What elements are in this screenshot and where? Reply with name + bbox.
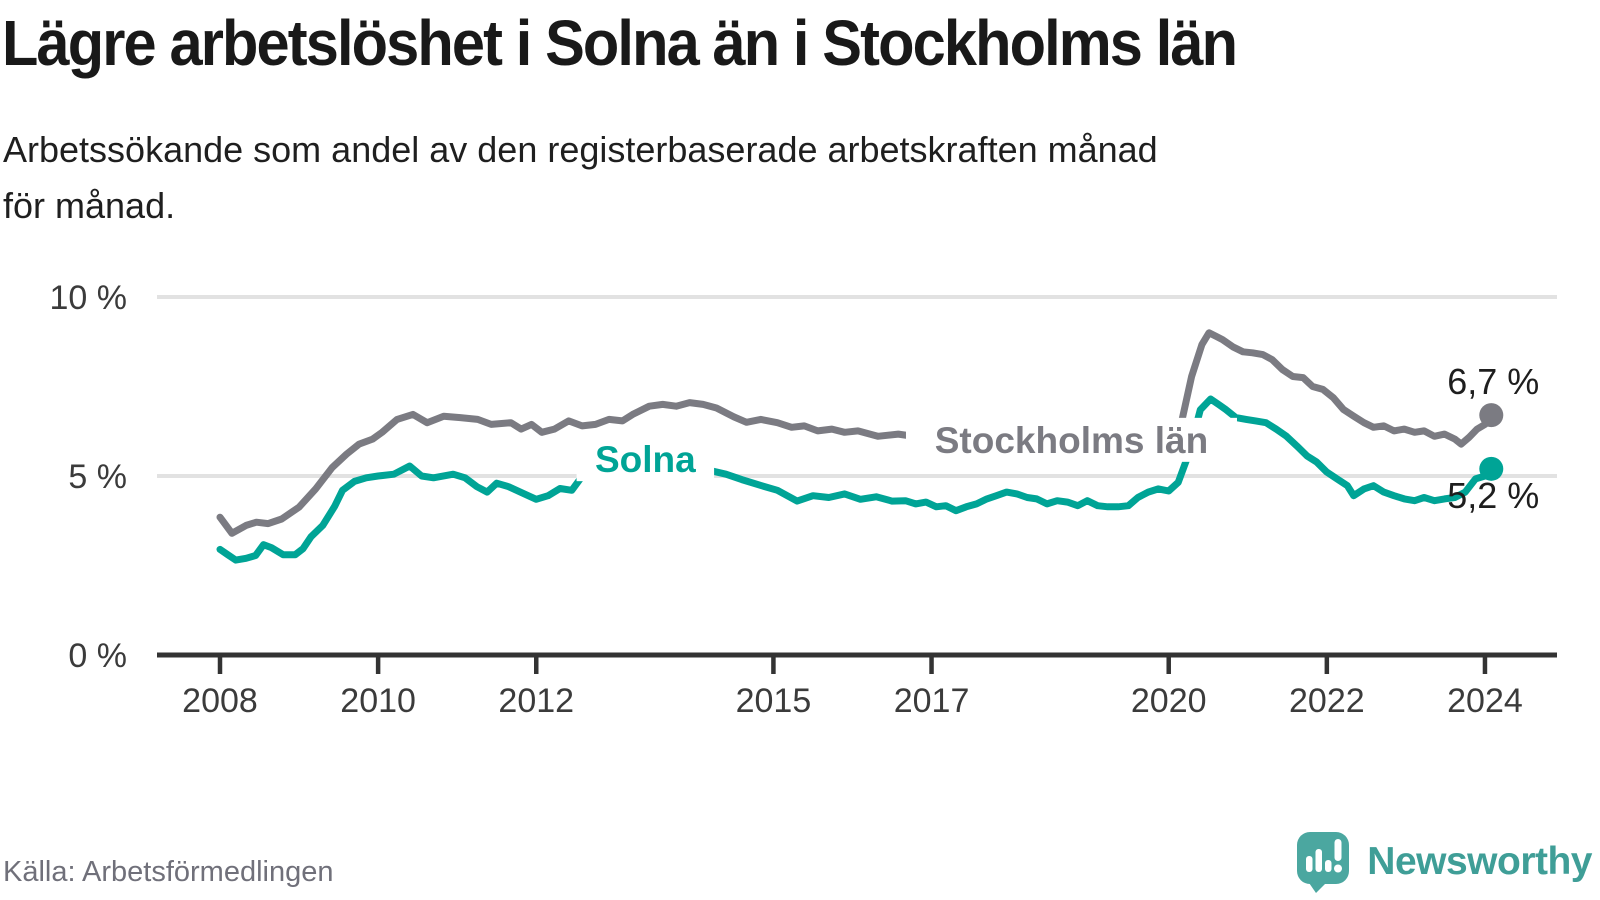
chart-subtitle: Arbetssökande som andel av den registerb… <box>3 122 1158 234</box>
x-tick-label-2012: 2012 <box>498 682 574 720</box>
end-value-label-stockholms-l-n: 6,7 % <box>1447 361 1539 402</box>
y-tick-label-0: 0 % <box>68 637 127 675</box>
x-tick-label-2022: 2022 <box>1289 682 1365 720</box>
end-dot-solna <box>1479 456 1504 481</box>
x-tick-label-2020: 2020 <box>1131 682 1207 720</box>
end-dot-stockholms-l-n <box>1479 403 1504 428</box>
y-tick-label-5: 5 % <box>68 458 127 496</box>
series-label-box-solna <box>576 437 715 482</box>
series-label-stockholms-l-n: Stockholms län <box>935 420 1208 461</box>
newsworthy-branding: Newsworthy <box>1295 830 1592 894</box>
chart-subtitle-line1: Arbetssökande som andel av den registerb… <box>3 129 1158 170</box>
y-tick-label-10: 10 % <box>50 279 128 317</box>
x-tick-label-2010: 2010 <box>340 682 416 720</box>
series-label-box-stockholms-l-n <box>905 417 1237 462</box>
x-tick-label-2024: 2024 <box>1447 682 1523 720</box>
source-note: Källa: Arbetsförmedlingen <box>3 856 334 888</box>
end-value-label-solna: 5,2 % <box>1447 475 1539 516</box>
x-tick-label-2015: 2015 <box>736 682 812 720</box>
newsworthy-wordmark: Newsworthy <box>1367 840 1592 883</box>
series-label-solna: Solna <box>595 439 696 480</box>
page-title: Lägre arbetslöshet i Solna än i Stockhol… <box>2 7 1238 79</box>
series-line-stockholms-l-n <box>216 329 1495 537</box>
x-tick-label-2017: 2017 <box>894 682 970 720</box>
speech-bubble-bar-chart-icon <box>1297 832 1350 893</box>
x-tick-label-2008: 2008 <box>182 682 258 720</box>
series-line-solna <box>216 395 1495 564</box>
chart-subtitle-line2: för månad. <box>3 184 176 226</box>
